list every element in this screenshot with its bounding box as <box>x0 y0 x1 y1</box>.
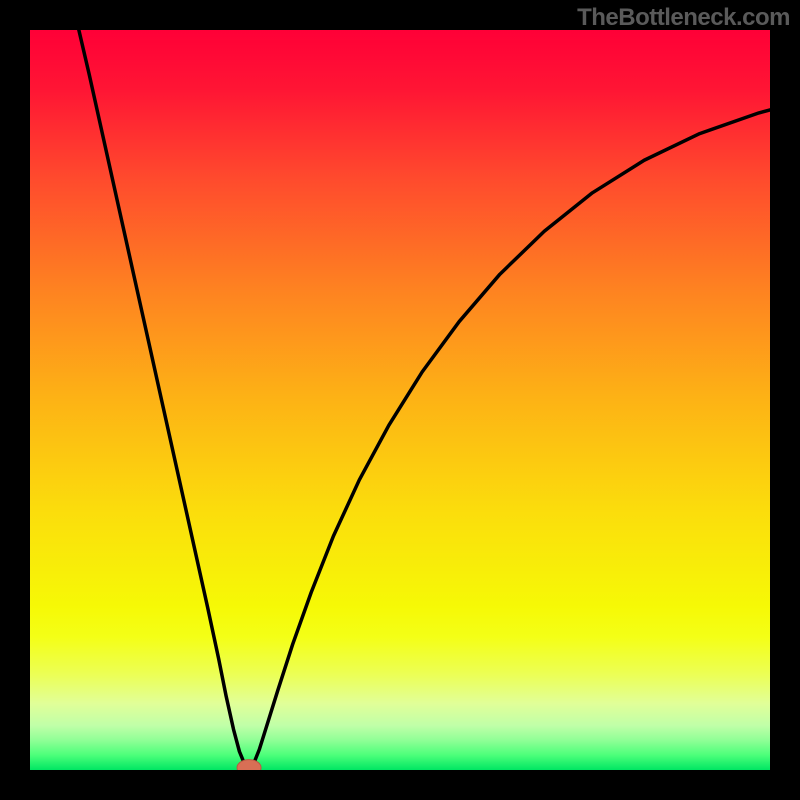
plot-area <box>30 30 770 770</box>
attribution-label: TheBottleneck.com <box>577 4 790 32</box>
chart-svg <box>30 30 770 770</box>
gradient-background <box>30 30 770 770</box>
chart-container: TheBottleneck.com <box>0 0 800 800</box>
